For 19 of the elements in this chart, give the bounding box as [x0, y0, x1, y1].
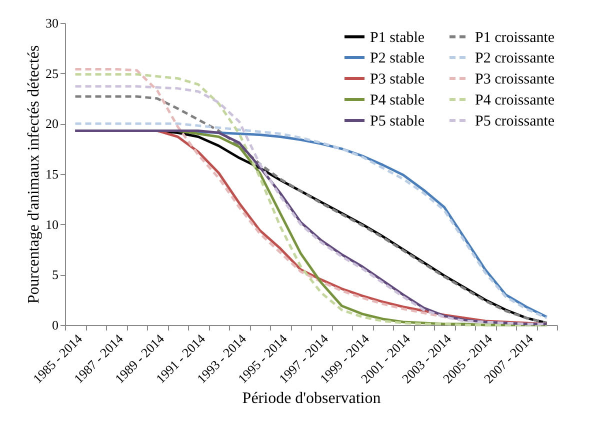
y-tick-label: 30: [46, 16, 58, 30]
y-tick-label: 15: [46, 166, 58, 182]
y-axis-title: Pourcentage d'animaux infectés détectés: [26, 45, 42, 304]
y-tick-label: 20: [46, 116, 58, 132]
y-tick-label: 25: [46, 66, 58, 81]
legend-label: P5 croissante: [475, 114, 555, 130]
legend-label: P3 stable: [370, 72, 425, 88]
legend-label: P3 croissante: [475, 72, 555, 88]
legend-label: P2 croissante: [475, 50, 555, 66]
legend-label: P4 stable: [370, 92, 425, 108]
y-tick-label: 10: [46, 216, 58, 232]
legend-label: P1 croissante: [475, 30, 555, 46]
y-tick-label: 0: [52, 318, 58, 332]
legend-label: P1 stable: [370, 30, 425, 46]
y-tick-label: 5: [52, 267, 58, 282]
legend-label: P5 stable: [370, 114, 425, 130]
legend-label: P4 croissante: [475, 92, 555, 108]
legend-label: P2 stable: [370, 50, 425, 66]
x-axis-title: Période d'observation: [242, 390, 381, 408]
